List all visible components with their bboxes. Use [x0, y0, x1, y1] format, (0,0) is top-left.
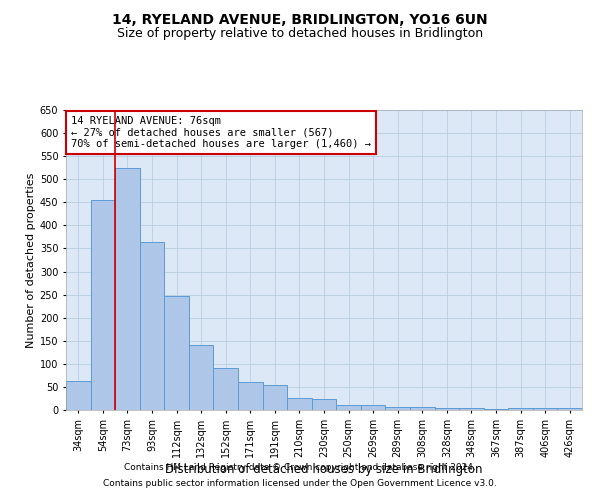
Bar [263, 384, 287, 410]
Bar [140, 242, 164, 410]
Text: 14, RYELAND AVENUE, BRIDLINGTON, YO16 6UN: 14, RYELAND AVENUE, BRIDLINGTON, YO16 6U… [112, 12, 488, 26]
Bar [508, 408, 533, 410]
Bar [214, 368, 238, 410]
X-axis label: Distribution of detached houses by size in Bridlington: Distribution of detached houses by size … [165, 462, 483, 475]
Bar [115, 168, 140, 410]
Bar [410, 407, 434, 410]
Bar [91, 200, 115, 410]
Bar [66, 382, 91, 410]
Bar [164, 296, 189, 410]
Text: 14 RYELAND AVENUE: 76sqm
← 27% of detached houses are smaller (567)
70% of semi-: 14 RYELAND AVENUE: 76sqm ← 27% of detach… [71, 116, 371, 149]
Text: Contains public sector information licensed under the Open Government Licence v3: Contains public sector information licen… [103, 478, 497, 488]
Text: Size of property relative to detached houses in Bridlington: Size of property relative to detached ho… [117, 28, 483, 40]
Bar [385, 407, 410, 410]
Bar [238, 382, 263, 410]
Text: Contains HM Land Registry data © Crown copyright and database right 2024.: Contains HM Land Registry data © Crown c… [124, 464, 476, 472]
Bar [557, 408, 582, 410]
Bar [287, 398, 312, 410]
Bar [434, 408, 459, 410]
Bar [484, 408, 508, 410]
Bar [189, 346, 214, 410]
Bar [533, 408, 557, 410]
Bar [312, 400, 336, 410]
Y-axis label: Number of detached properties: Number of detached properties [26, 172, 35, 348]
Bar [336, 406, 361, 410]
Bar [361, 405, 385, 410]
Bar [459, 408, 484, 410]
